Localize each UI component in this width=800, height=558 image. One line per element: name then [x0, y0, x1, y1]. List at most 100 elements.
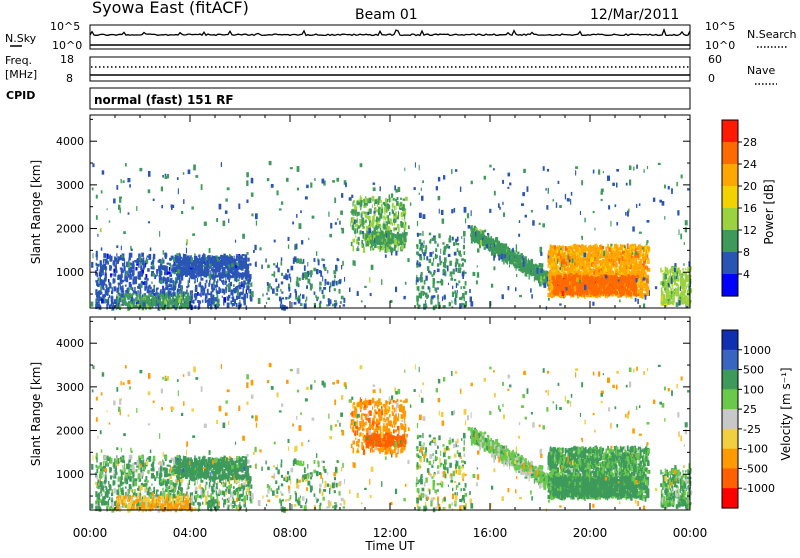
power-cell: [239, 300, 240, 306]
power-cell: [198, 283, 199, 287]
power-cell: [494, 248, 495, 251]
power-cell: [574, 245, 577, 249]
power-cell: [643, 267, 645, 270]
power-cell: [637, 275, 640, 277]
power-cell: [403, 224, 404, 228]
power-cell: [206, 280, 208, 283]
power-cell: [365, 212, 366, 216]
power-cell: [511, 259, 513, 262]
power-cell: [389, 218, 392, 221]
power-cell: [199, 293, 202, 296]
power-cell: [370, 246, 371, 251]
power-cell: [113, 278, 114, 284]
power-cell: [618, 266, 621, 270]
power-cell: [151, 282, 152, 284]
power-cell: [158, 260, 161, 263]
power-cell: [169, 274, 172, 277]
power-cell: [241, 256, 242, 260]
power-cell: [561, 253, 564, 255]
power-cell: [247, 273, 249, 279]
power-cell: [152, 298, 153, 304]
power-cell: [230, 268, 232, 272]
power-cell: [637, 251, 640, 254]
power-cell: [165, 254, 168, 258]
freq-tick-top: 18: [60, 53, 74, 66]
power-cell: [228, 303, 229, 305]
power-cell: [581, 245, 582, 249]
power-cell: [638, 245, 639, 249]
nsearch-label: N.Search: [747, 28, 797, 41]
power-cell: [195, 297, 197, 301]
power-cell: [359, 219, 361, 224]
power-cell: [195, 269, 197, 274]
power-cell: [485, 236, 488, 241]
power-cell: [594, 245, 597, 247]
power-cell: [631, 270, 632, 272]
power-cell: [126, 295, 128, 298]
power-cell: [388, 241, 390, 245]
power-cell: [208, 255, 211, 260]
power-cell: [509, 264, 510, 267]
power-cell: [639, 279, 640, 282]
power-cell: [645, 245, 647, 250]
power-cell: [137, 304, 140, 306]
power-cell: [647, 266, 648, 269]
power-cell: [496, 247, 498, 252]
power-cell: [362, 225, 364, 227]
power-cell: [133, 275, 134, 279]
power-cell: [134, 287, 135, 291]
power-cell: [361, 221, 364, 225]
power-cell: [379, 224, 381, 228]
power-cell: [390, 233, 393, 235]
power-cell: [121, 294, 124, 297]
power-cell: [637, 293, 639, 296]
power-cell: [647, 259, 649, 263]
power-cell: [401, 245, 404, 250]
power-cell: [239, 282, 241, 285]
power-cell: [234, 262, 235, 266]
power-cell: [404, 246, 406, 248]
power-cell: [635, 258, 637, 262]
power-cell: [504, 250, 506, 254]
power-cell: [388, 246, 391, 249]
power-cell: [165, 287, 167, 290]
power-cell: [606, 247, 608, 253]
power-cell: [494, 243, 495, 247]
power-cell: [197, 278, 198, 282]
nsky-tick-top: 10^5: [50, 20, 80, 33]
power-cell: [171, 287, 173, 290]
power-cell: [158, 266, 160, 272]
power-cell: [100, 275, 102, 277]
power-cell: [640, 266, 642, 270]
power-cell: [615, 262, 617, 267]
cpid-label: CPID: [6, 89, 35, 102]
power-cell: [236, 303, 238, 307]
power-cell: [638, 290, 640, 293]
power-cell: [113, 262, 115, 267]
power-cell: [629, 271, 631, 274]
power-cell: [199, 257, 201, 260]
power-cell: [370, 240, 372, 242]
power-cell: [160, 264, 162, 269]
power-cell: [245, 260, 247, 264]
power-cell: [401, 212, 404, 217]
power-cell: [584, 268, 586, 272]
power-cell: [160, 300, 161, 302]
power-cell: [109, 265, 112, 271]
power-cell: [398, 229, 399, 232]
power-cell: [148, 306, 149, 310]
power-cell: [366, 205, 367, 208]
power-cell: [160, 271, 163, 275]
freq-label: Freq.: [5, 54, 32, 67]
power-cell: [209, 274, 211, 279]
power-cell: [598, 247, 600, 251]
power-cell: [623, 261, 626, 267]
power-cell: [369, 198, 372, 203]
power-cell: [183, 254, 184, 257]
power-cell: [97, 284, 98, 287]
power-cell: [622, 271, 625, 273]
power-cell: [490, 239, 492, 244]
station-title: Syowa East (fitACF): [92, 0, 249, 17]
power-cell: [202, 300, 203, 303]
power-cell: [618, 258, 620, 264]
